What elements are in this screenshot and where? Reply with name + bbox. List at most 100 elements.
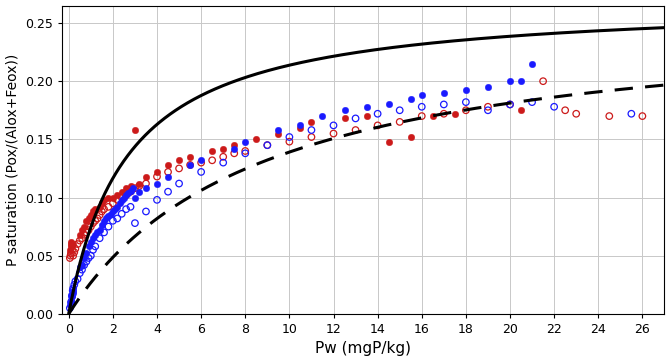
Point <box>90 232 100 237</box>
Point <box>306 134 317 140</box>
Point <box>560 108 571 113</box>
Point <box>64 247 75 253</box>
Point <box>626 111 636 117</box>
Point <box>98 218 109 224</box>
Point <box>70 246 81 252</box>
Point <box>328 122 339 128</box>
Point <box>416 113 427 119</box>
Point <box>482 104 493 110</box>
Point <box>121 206 131 212</box>
Point <box>68 290 78 296</box>
Point <box>107 195 118 201</box>
Point <box>129 195 140 201</box>
Point <box>105 211 116 217</box>
Point <box>174 165 184 171</box>
Point <box>117 189 127 195</box>
Point <box>174 181 184 186</box>
Point <box>306 127 317 133</box>
Point <box>637 113 648 119</box>
Point <box>438 111 449 117</box>
Point <box>339 115 350 121</box>
Point <box>129 127 140 133</box>
Point <box>207 157 218 163</box>
Point <box>96 201 107 206</box>
Point <box>88 247 98 253</box>
Y-axis label: P saturation (Pox/(Alox+Feox)): P saturation (Pox/(Alox+Feox)) <box>5 54 19 266</box>
Point <box>68 241 78 247</box>
Point <box>112 215 123 221</box>
Point <box>163 189 174 195</box>
Point <box>482 108 493 113</box>
Point <box>229 151 240 156</box>
Point <box>83 244 94 249</box>
Point <box>121 192 131 198</box>
Point <box>96 223 107 228</box>
Point <box>74 264 85 270</box>
Point <box>68 288 78 294</box>
Point <box>74 270 85 276</box>
Point <box>416 104 427 110</box>
Point <box>125 183 136 189</box>
Point <box>125 204 136 210</box>
Point <box>67 294 78 299</box>
Point <box>98 206 109 212</box>
Point <box>527 99 537 105</box>
Point <box>306 119 317 125</box>
Point <box>123 190 134 196</box>
Point <box>86 224 96 230</box>
Point <box>112 204 123 210</box>
Point <box>273 131 283 136</box>
Point <box>373 122 383 128</box>
Point <box>65 244 76 249</box>
Point <box>141 174 151 180</box>
Point <box>66 239 77 245</box>
Point <box>103 213 114 219</box>
Point <box>112 192 123 198</box>
Point <box>196 160 206 165</box>
Point <box>66 292 76 298</box>
Point <box>395 108 405 113</box>
Point <box>76 262 87 268</box>
Point <box>383 139 394 144</box>
Point <box>74 238 85 244</box>
Point <box>240 139 251 144</box>
Point <box>460 99 471 105</box>
Point <box>70 278 81 284</box>
Point <box>81 218 92 224</box>
Point <box>373 111 383 117</box>
Point <box>94 204 105 210</box>
Point <box>482 84 493 90</box>
Point <box>88 209 98 214</box>
Point <box>134 181 145 186</box>
Point <box>76 227 87 233</box>
Point <box>416 92 427 98</box>
Point <box>295 125 306 131</box>
Point <box>163 169 174 175</box>
Point <box>92 230 103 235</box>
Point <box>112 197 123 203</box>
Point <box>549 104 559 110</box>
Point <box>66 299 76 305</box>
Point <box>350 127 361 133</box>
Point <box>240 148 251 154</box>
Point <box>114 201 125 206</box>
Point <box>339 108 350 113</box>
X-axis label: Pw (mgP/kg): Pw (mgP/kg) <box>316 341 411 357</box>
Point <box>196 157 206 163</box>
Point <box>72 241 83 247</box>
Point <box>218 154 228 160</box>
Point <box>163 162 174 168</box>
Point <box>69 249 80 255</box>
Point <box>127 185 138 191</box>
Point <box>240 151 251 156</box>
Point <box>527 61 537 67</box>
Point <box>251 136 262 142</box>
Point <box>90 206 100 212</box>
Point <box>174 157 184 163</box>
Point <box>295 122 306 128</box>
Point <box>151 169 162 175</box>
Point <box>66 251 76 256</box>
Point <box>218 160 228 165</box>
Point <box>505 102 515 108</box>
Point <box>125 189 136 195</box>
